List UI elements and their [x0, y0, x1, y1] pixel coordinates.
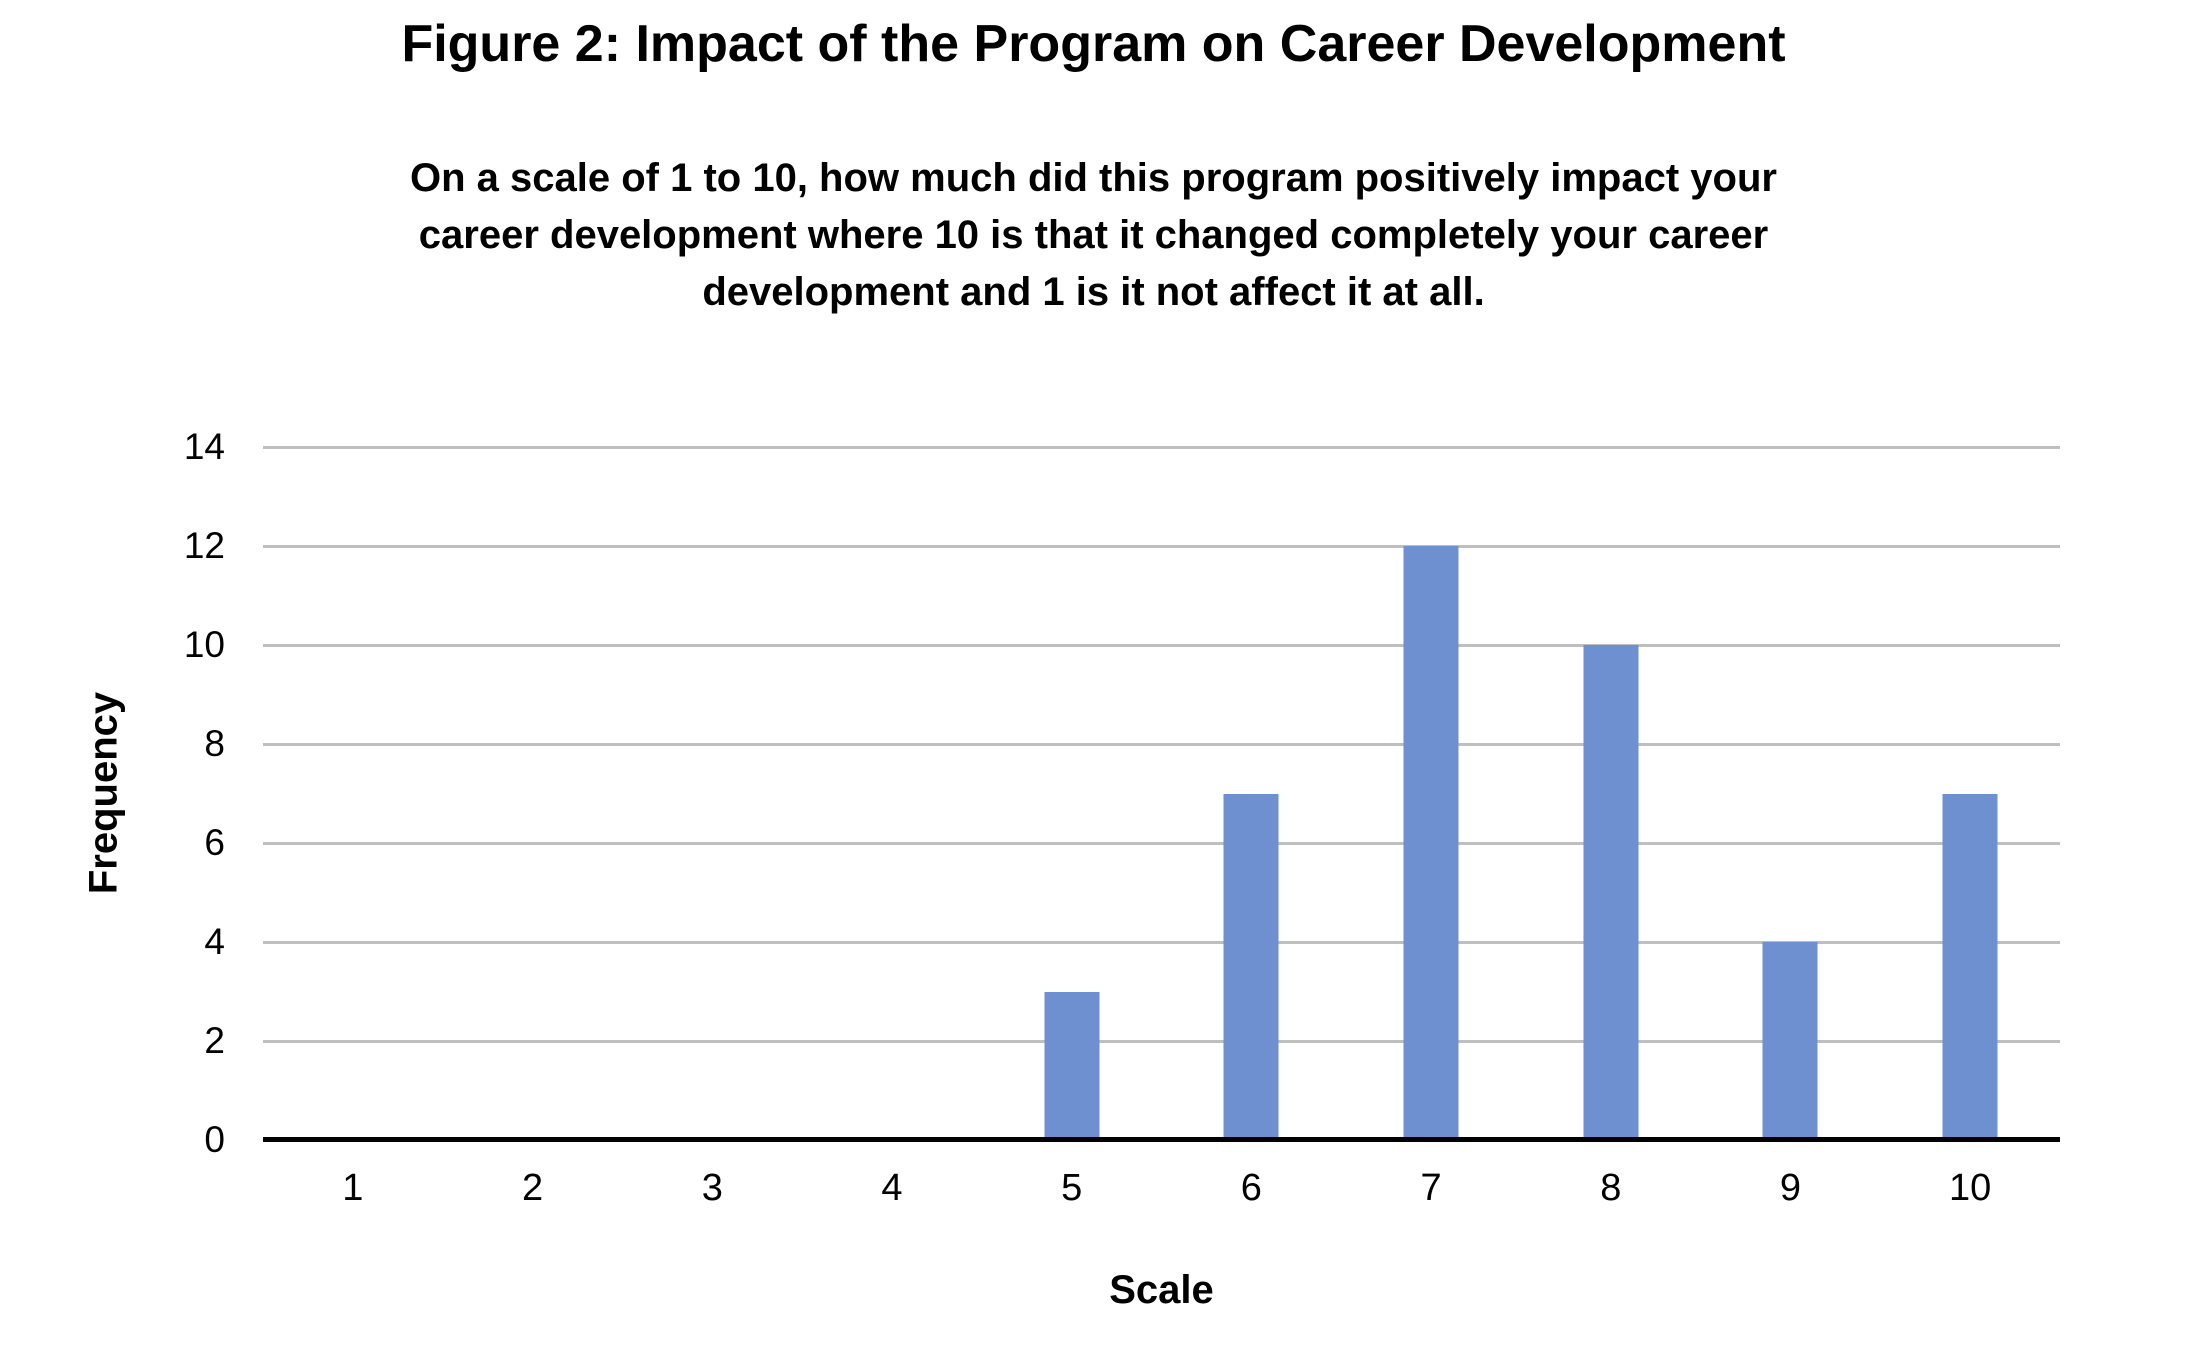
bar	[1223, 793, 1279, 1140]
y-axis-ticks: 0 2 4 6 8 10 12 14	[0, 428, 225, 1159]
chart-subtitle-line-1: On a scale of 1 to 10, how much did this…	[410, 156, 1777, 200]
y-tick-label: 14	[183, 426, 225, 467]
bar-slot	[622, 447, 802, 1140]
gridline	[263, 742, 2060, 746]
x-axis-line	[263, 1137, 2060, 1142]
x-axis-title: Scale	[1109, 1268, 1214, 1312]
x-tick-label: 2	[521, 1167, 544, 1209]
plot-area	[263, 445, 2060, 1142]
gridline	[263, 1039, 2060, 1043]
bar	[1583, 645, 1639, 1140]
x-tick-label: 1	[342, 1167, 364, 1209]
y-tick-label: 4	[204, 921, 225, 962]
gridline	[263, 445, 2060, 449]
chart-subtitle-line-3: development and 1 is it not affect it at…	[702, 270, 1485, 314]
bar	[1942, 793, 1998, 1140]
bar-slot	[263, 447, 443, 1140]
chart-subtitle-line-2: career development where 10 is that it c…	[418, 213, 1769, 257]
bar	[1044, 991, 1100, 1140]
y-tick-label: 2	[204, 1020, 225, 1061]
x-tick-label: 10	[1949, 1167, 1992, 1209]
x-tick-label: 7	[1420, 1167, 1442, 1209]
y-tick-label: 0	[204, 1119, 225, 1160]
x-tick-label: 3	[701, 1167, 723, 1209]
chart-title: Figure 2: Impact of the Program on Caree…	[401, 15, 1786, 73]
x-tick-label: 5	[1061, 1167, 1083, 1209]
bar-slot	[1701, 447, 1881, 1140]
gridline	[263, 643, 2060, 647]
bar-slot	[443, 447, 623, 1140]
x-tick-label: 9	[1779, 1167, 1802, 1209]
gridline	[263, 841, 2060, 845]
gridline	[263, 544, 2060, 548]
bar-slot	[1341, 447, 1521, 1140]
chart-subtitle: On a scale of 1 to 10, how much did this…	[0, 150, 2187, 321]
y-tick-label: 10	[183, 624, 225, 665]
y-tick-label: 6	[204, 822, 225, 863]
bar	[1762, 942, 1818, 1140]
bar-slot	[802, 447, 982, 1140]
x-tick-label: 6	[1240, 1167, 1262, 1209]
gridline	[263, 940, 2060, 944]
bar-slot	[1880, 447, 2060, 1140]
bar-slot	[1162, 447, 1342, 1140]
bar	[1403, 546, 1459, 1140]
bar-slot	[982, 447, 1162, 1140]
x-tick-label: 4	[881, 1167, 903, 1209]
x-axis-ticks: 1 2 3 4 5 6 7 8 9 10	[263, 1168, 2060, 1208]
y-tick-label: 8	[204, 723, 225, 764]
y-tick-label: 12	[183, 525, 225, 566]
bar-slot	[1521, 447, 1701, 1140]
bars	[263, 447, 2060, 1140]
x-tick-label: 8	[1600, 1167, 1622, 1209]
